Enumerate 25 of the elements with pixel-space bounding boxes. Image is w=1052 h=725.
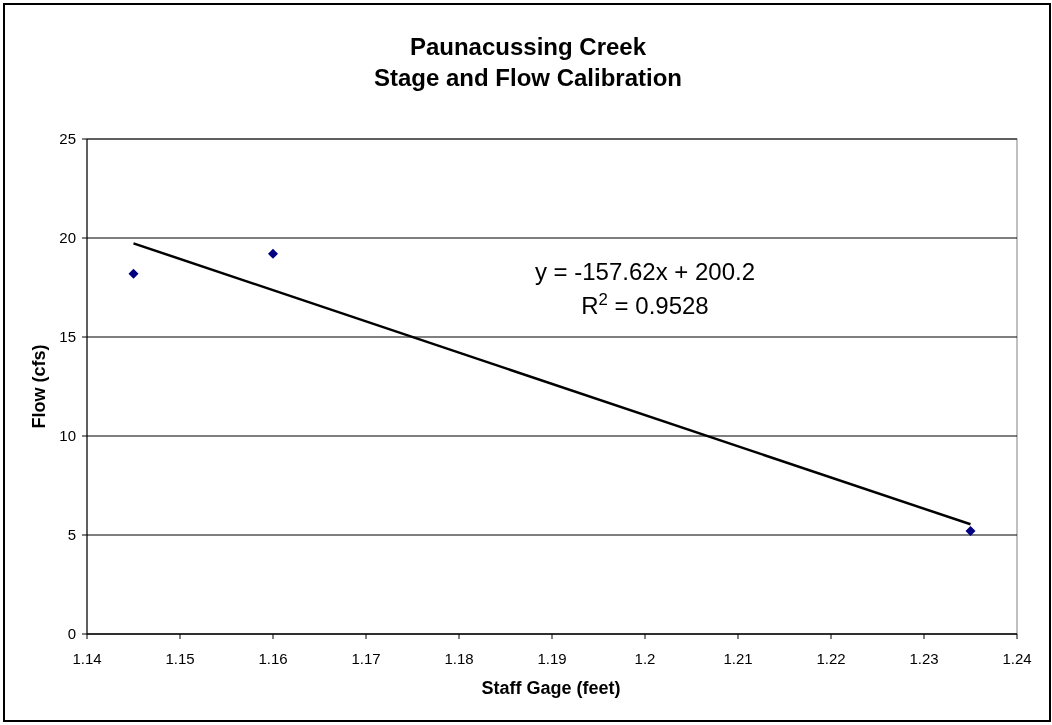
point [268,248,278,259]
x-tick-label: 1.18 [444,650,474,667]
x-tick-label: 1.21 [723,650,753,667]
x-tick-label: 1.2 [634,650,656,667]
x-tick-label: 1.23 [909,650,939,667]
point [965,526,976,537]
x-tick-label: 1.14 [72,650,102,667]
point [128,268,139,279]
x-tick-label: 1.17 [351,650,381,667]
y-axis-title: Flow (cfs) [29,344,49,429]
x-tick-label: 1.22 [816,650,846,667]
x-tick-label: 1.19 [537,650,567,667]
x-tick-label: 1.24 [1002,650,1032,667]
chart-title: Paunacussing Creek Stage and Flow Calibration [373,33,683,91]
annotation: R$^{2}$ = 0.9528 [581,289,709,319]
x-axis-title: Staff Gage (feet) [481,678,621,698]
x-tick-label: 1.16 [258,650,288,667]
x-tick-label: 1.15 [165,650,195,667]
annotation: y = -157.62x + 200.2 [534,258,756,285]
y-tick-label: 5 [67,526,76,544]
y-tick-label: 25 [59,130,76,148]
y-tick-label: 15 [59,328,76,346]
y-tick-label: 0 [67,625,76,643]
y-tick-label: 20 [59,229,76,247]
y-tick-label: 10 [59,427,76,445]
